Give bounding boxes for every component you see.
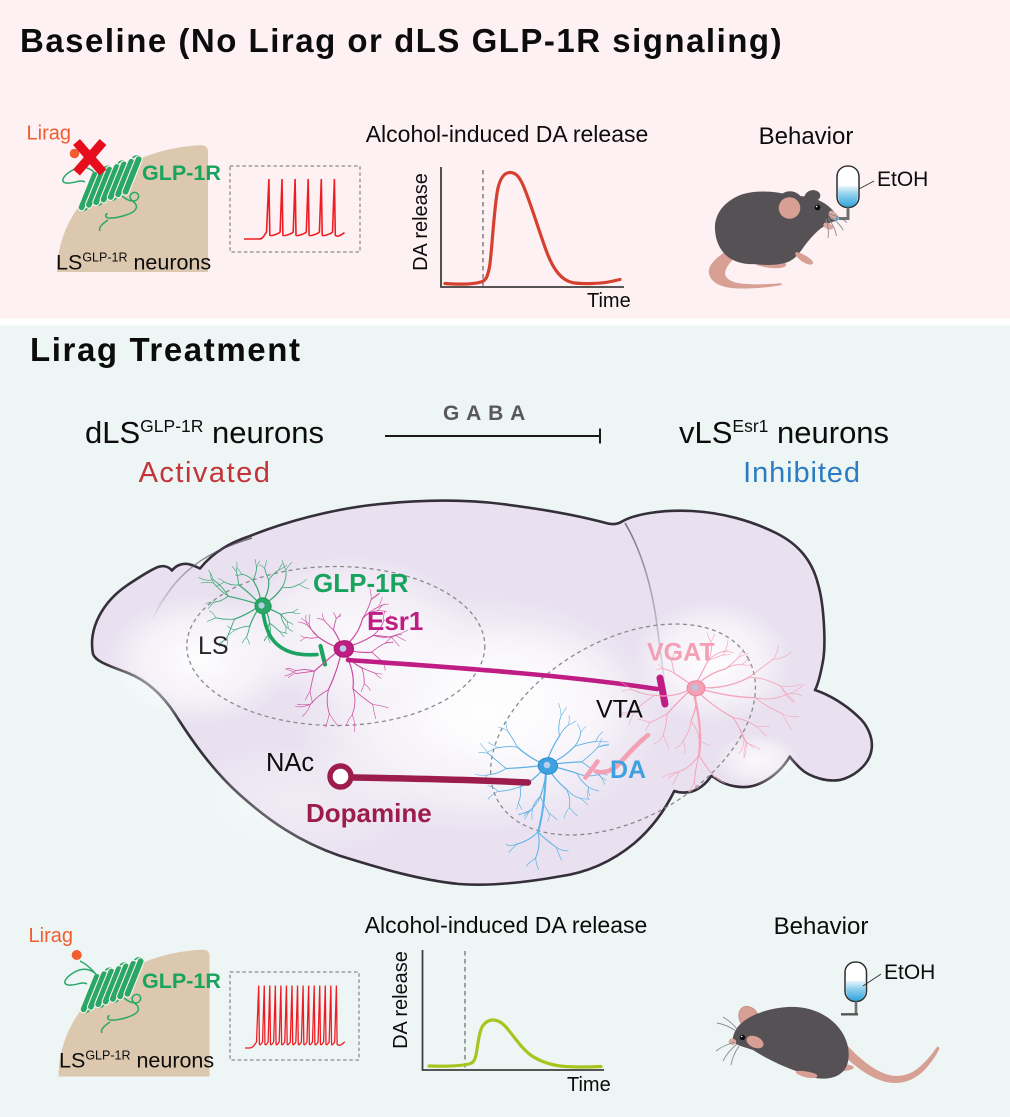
svg-text:EtOH: EtOH <box>884 961 935 984</box>
svg-text:Behavior: Behavior <box>774 913 869 940</box>
svg-text:Lirag: Lirag <box>29 925 73 947</box>
svg-text:GLP-1R: GLP-1R <box>142 969 221 993</box>
svg-text:GLP-1R: GLP-1R <box>142 161 221 185</box>
svg-text:EtOH: EtOH <box>877 168 928 191</box>
svg-text:LS: LS <box>198 632 229 660</box>
svg-text:VTA: VTA <box>596 696 643 724</box>
svg-text:Behavior: Behavior <box>759 123 854 150</box>
svg-text:Lirag Treatment: Lirag Treatment <box>30 331 302 368</box>
svg-text:DA: DA <box>610 756 646 784</box>
svg-text:Time: Time <box>567 1074 611 1096</box>
svg-text:NAc: NAc <box>266 749 314 777</box>
svg-text:Baseline (No Lirag or dLS GLP-: Baseline (No Lirag or dLS GLP-1R signali… <box>20 22 783 59</box>
svg-text:Alcohol-induced DA release: Alcohol-induced DA release <box>366 121 649 147</box>
svg-text:Inhibited: Inhibited <box>743 457 861 489</box>
svg-text:Time: Time <box>587 290 631 312</box>
svg-text:Esr1: Esr1 <box>367 606 423 636</box>
svg-text:Dopamine: Dopamine <box>306 798 432 828</box>
svg-text:Activated: Activated <box>139 457 272 489</box>
svg-text:DA release: DA release <box>390 951 412 1049</box>
svg-text:GABA: GABA <box>443 402 532 425</box>
svg-text:Alcohol-induced DA release: Alcohol-induced DA release <box>365 912 648 938</box>
svg-text:dLSGLP-1R neurons: dLSGLP-1R neurons <box>85 415 324 450</box>
svg-text:Lirag: Lirag <box>27 123 71 145</box>
svg-text:DA release: DA release <box>410 173 432 271</box>
svg-text:LSGLP-1R neurons: LSGLP-1R neurons <box>59 1049 214 1073</box>
svg-text:LSGLP-1R neurons: LSGLP-1R neurons <box>56 251 211 275</box>
svg-text:VGAT: VGAT <box>647 639 715 667</box>
svg-text:GLP-1R: GLP-1R <box>313 568 409 598</box>
svg-text:vLSEsr1 neurons: vLSEsr1 neurons <box>679 415 889 450</box>
